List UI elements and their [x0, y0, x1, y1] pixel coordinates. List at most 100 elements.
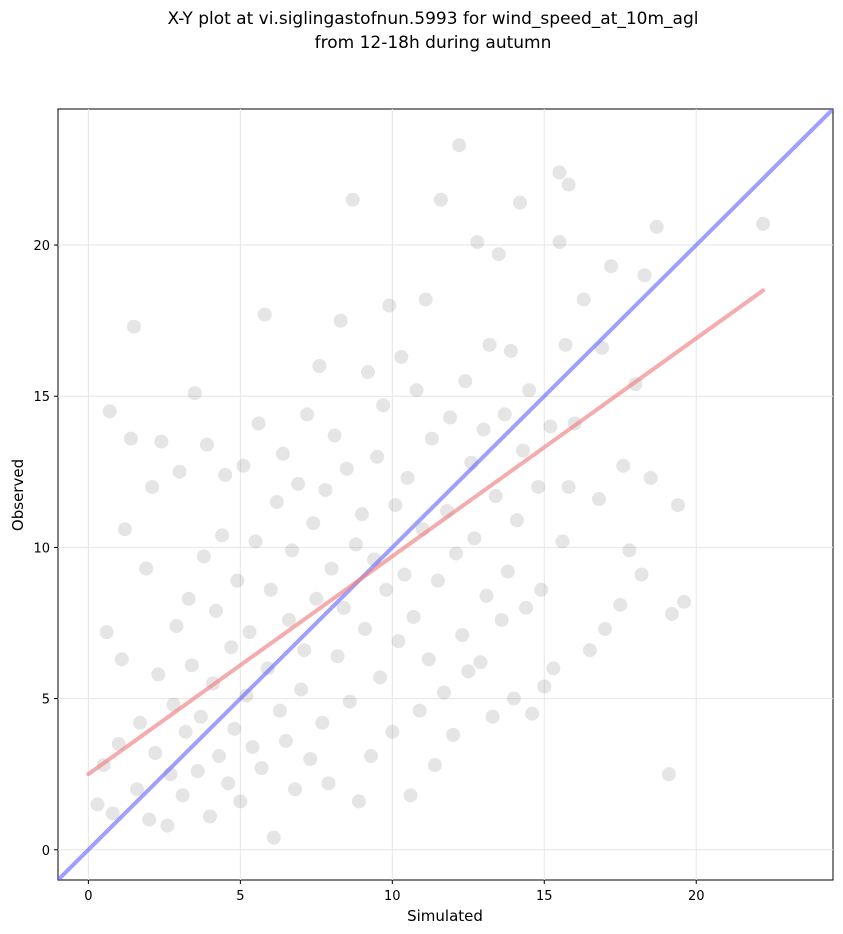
scatter-point: [330, 649, 345, 664]
scatter-point: [260, 661, 275, 676]
scatter-point: [357, 622, 372, 637]
scatter-point: [555, 534, 570, 549]
scatter-point: [324, 561, 339, 576]
scatter-point: [461, 664, 476, 679]
scatter-point: [333, 313, 348, 328]
y-tick-label: 15: [33, 390, 50, 405]
scatter-point: [248, 534, 263, 549]
scatter-point: [677, 594, 692, 609]
scatter-point: [154, 434, 169, 449]
scatter-point: [218, 467, 233, 482]
scatter-point: [394, 349, 409, 364]
y-tick-label: 20: [33, 239, 50, 254]
x-tick-label: 5: [236, 889, 244, 904]
scatter-point: [506, 691, 521, 706]
scatter-point: [294, 682, 309, 697]
scatter-point: [102, 404, 117, 419]
scatter-point: [212, 749, 227, 764]
scatter-point: [497, 407, 512, 422]
scatter-point: [169, 619, 184, 634]
scatter-point: [582, 643, 597, 658]
scatter-point: [348, 537, 363, 552]
scatter-point: [400, 470, 415, 485]
scatter-point: [531, 479, 546, 494]
scatter-point: [288, 782, 303, 797]
scatter-point: [126, 319, 141, 334]
scatter-point: [345, 192, 360, 207]
scatter-point: [193, 709, 208, 724]
scatter-point: [546, 661, 561, 676]
scatter-point: [436, 685, 451, 700]
scatter-point: [233, 794, 248, 809]
scatter-point: [467, 531, 482, 546]
scatter-point: [269, 495, 284, 510]
scatter-point: [202, 809, 217, 824]
scatter-point: [430, 573, 445, 588]
x-tick-label: 10: [384, 889, 401, 904]
scatter-point: [215, 528, 230, 543]
scatter-point: [278, 733, 293, 748]
scatter-point: [99, 625, 114, 640]
scatter-point: [443, 410, 458, 425]
scatter-point: [756, 216, 771, 231]
scatter-point: [227, 721, 242, 736]
scatter-point: [385, 724, 400, 739]
scatter-point: [166, 697, 181, 712]
scatter-point: [552, 165, 567, 180]
scatter-point: [479, 588, 494, 603]
scatter-point: [622, 543, 637, 558]
scatter-point: [376, 398, 391, 413]
scatter-point: [342, 694, 357, 709]
scatter-point: [275, 446, 290, 461]
scatter-point: [558, 337, 573, 352]
scatter-point: [254, 761, 269, 776]
scatter-point: [403, 788, 418, 803]
scatter-point: [327, 428, 342, 443]
scatter-point: [637, 268, 652, 283]
scatter-point: [339, 461, 354, 476]
scatter-point: [576, 292, 591, 307]
scatter-point: [139, 561, 154, 576]
scatter-point: [178, 724, 193, 739]
scatter-point: [485, 709, 500, 724]
scatter-point: [306, 516, 321, 531]
scatter-point: [196, 549, 211, 564]
reference-lines: [58, 109, 833, 880]
scatter-point: [382, 298, 397, 313]
scatter-point: [190, 764, 205, 779]
scatter-point: [230, 573, 245, 588]
scatter-point: [634, 567, 649, 582]
scatter-point: [351, 794, 366, 809]
scatter-point: [130, 782, 145, 797]
scatter-point: [421, 652, 436, 667]
scatter-point: [433, 192, 448, 207]
scatter-point: [503, 343, 518, 358]
scatter-point: [105, 806, 120, 821]
scatter-point: [133, 715, 148, 730]
scatter-point: [473, 655, 488, 670]
identity-line: [58, 109, 833, 880]
scatter-point: [236, 458, 251, 473]
scatter-point: [242, 625, 257, 640]
scatter-point: [151, 667, 166, 682]
scatter-points: [90, 138, 771, 845]
scatter-point: [309, 591, 324, 606]
scatter-point: [476, 422, 491, 437]
scatter-point: [519, 600, 534, 615]
scatter-point: [552, 235, 567, 250]
scatter-point: [516, 443, 530, 458]
scatter-point: [458, 374, 473, 389]
chart-title: X-Y plot at vi.siglingastofnun.5993 for …: [167, 9, 698, 29]
regression-line: [86, 288, 766, 777]
x-axis-label: Simulated: [407, 907, 483, 925]
scatter-point: [199, 437, 214, 452]
scatter-point: [142, 812, 157, 827]
scatter-point: [321, 776, 336, 791]
scatter-point: [525, 706, 540, 721]
scatter-point: [224, 640, 239, 655]
scatter-point: [522, 383, 537, 398]
scatter-point: [318, 482, 333, 497]
scatter-point: [537, 679, 552, 694]
scatter-point: [114, 652, 129, 667]
